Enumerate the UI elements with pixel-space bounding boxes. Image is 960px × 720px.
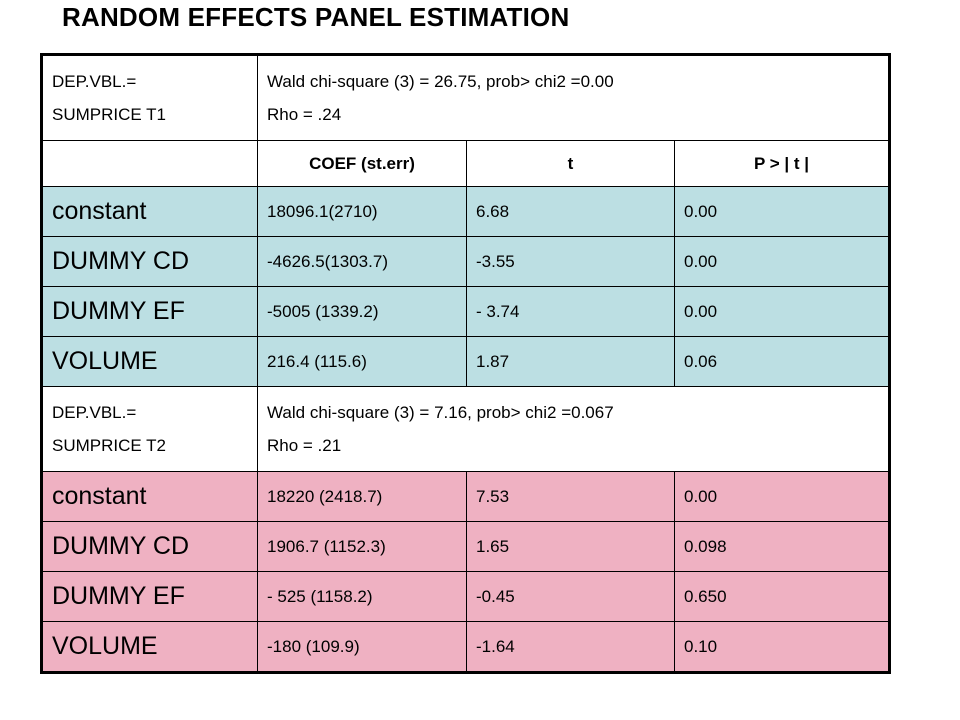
cell-t: 1.87 [466,336,675,387]
cell-coef: -4626.5(1303.7) [257,236,467,287]
t1-dependent-variable: DEP.VBL.= SUMPRICE T1 [41,54,258,141]
cell-coef: 216.4 (115.6) [257,336,467,387]
cell-coef: 18220 (2418.7) [257,471,467,522]
table-row: constant 18096.1(2710) 6.68 0.00 [41,186,891,237]
row-label: VOLUME [41,621,258,673]
t2-rho: Rho = .21 [267,436,342,455]
cell-t: 7.53 [466,471,675,522]
t2-wald-stat: Wald chi-square (3) = 7.16, prob> chi2 =… [267,403,614,422]
cell-p: 0.098 [673,521,891,572]
table-row: DUMMY EF -5005 (1339.2) - 3.74 0.00 [41,286,891,337]
table-row: VOLUME -180 (109.9) -1.64 0.10 [41,621,891,673]
t1-model-stats: Wald chi-square (3) = 26.75, prob> chi2 … [256,54,891,141]
t1-dep-line2: SUMPRICE T1 [52,105,166,124]
cell-p: 0.00 [673,236,891,287]
page-title: RANDOM EFFECTS PANEL ESTIMATION [62,2,570,32]
row-label: constant [41,471,258,522]
table-row: DUMMY EF - 525 (1158.2) -0.45 0.650 [41,571,891,622]
t2-info-row: DEP.VBL.= SUMPRICE T2 Wald chi-square (3… [41,386,891,472]
estimation-table: DEP.VBL.= SUMPRICE T1 Wald chi-square (3… [40,53,892,674]
table-row: VOLUME 216.4 (115.6) 1.87 0.06 [41,336,891,387]
cell-t: - 3.74 [466,286,675,337]
t1-rho: Rho = .24 [267,105,342,124]
header-empty-cell [41,140,258,187]
cell-coef: -180 (109.9) [257,621,467,673]
cell-p: 0.00 [673,471,891,522]
row-label: DUMMY CD [41,236,258,287]
table-row: constant 18220 (2418.7) 7.53 0.00 [41,471,891,522]
table-row: DUMMY CD 1906.7 (1152.3) 1.65 0.098 [41,521,891,572]
row-label: DUMMY EF [41,571,258,622]
t1-section: DEP.VBL.= SUMPRICE T1 Wald chi-square (3… [41,54,891,387]
cell-t: 1.65 [466,521,675,572]
row-label: DUMMY EF [41,286,258,337]
cell-t: -3.55 [466,236,675,287]
t2-dep-line2: SUMPRICE T2 [52,436,166,455]
cell-t: 6.68 [466,186,675,237]
cell-p: 0.10 [673,621,891,673]
cell-p: 0.650 [673,571,891,622]
header-t: t [466,140,675,187]
cell-coef: - 525 (1158.2) [257,571,467,622]
cell-t: -0.45 [466,571,675,622]
row-label: VOLUME [41,336,258,387]
row-label: DUMMY CD [41,521,258,572]
cell-coef: 18096.1(2710) [257,186,467,237]
t2-dep-line1: DEP.VBL.= [52,403,137,422]
cell-t: -1.64 [466,621,675,673]
t2-section: DEP.VBL.= SUMPRICE T2 Wald chi-square (3… [41,386,891,673]
header-coef: COEF (st.err) [257,140,467,187]
t2-model-stats: Wald chi-square (3) = 7.16, prob> chi2 =… [256,386,891,472]
cell-p: 0.00 [673,286,891,337]
cell-coef: 1906.7 (1152.3) [257,521,467,572]
cell-p: 0.00 [673,186,891,237]
column-header-row: COEF (st.err) t P > | t | [41,140,891,187]
row-label: constant [41,186,258,237]
t2-dependent-variable: DEP.VBL.= SUMPRICE T2 [41,386,258,472]
t1-wald-stat: Wald chi-square (3) = 26.75, prob> chi2 … [267,72,614,91]
header-p: P > | t | [673,140,891,187]
t1-info-row: DEP.VBL.= SUMPRICE T1 Wald chi-square (3… [41,54,891,141]
cell-coef: -5005 (1339.2) [257,286,467,337]
cell-p: 0.06 [673,336,891,387]
table-row: DUMMY CD -4626.5(1303.7) -3.55 0.00 [41,236,891,287]
t1-dep-line1: DEP.VBL.= [52,72,137,91]
